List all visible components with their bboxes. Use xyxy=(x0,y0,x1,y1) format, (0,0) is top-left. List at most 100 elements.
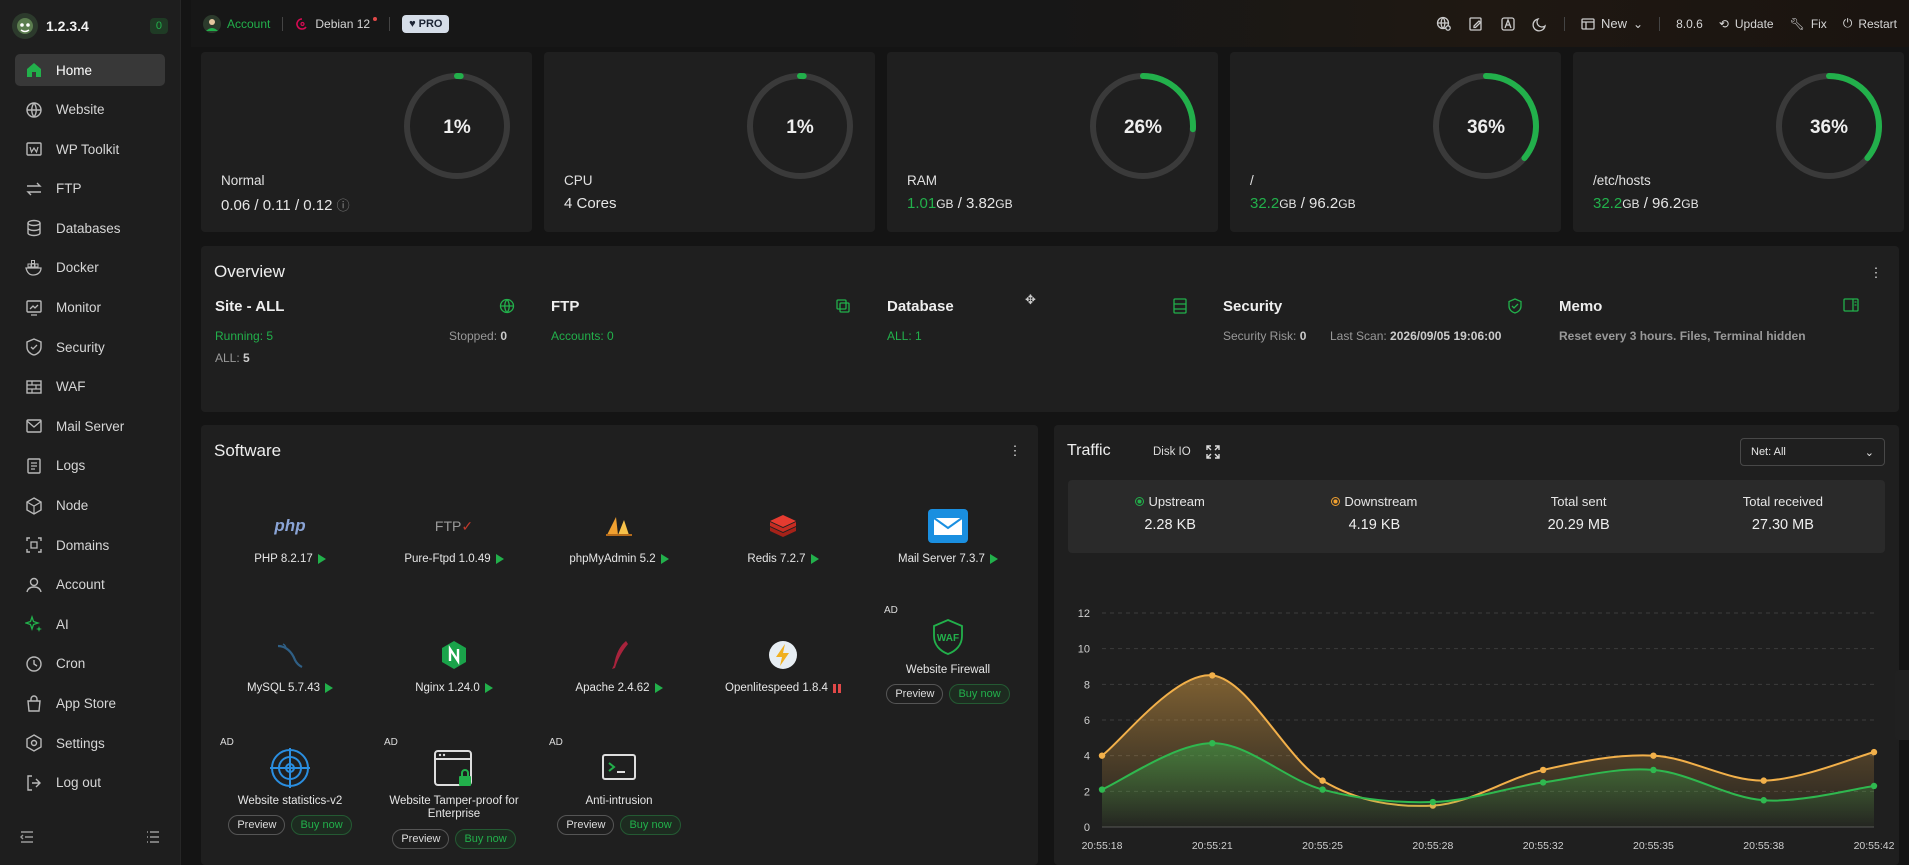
disk-io-tab[interactable]: Disk IO xyxy=(1153,446,1191,458)
memo-summary[interactable]: Memo Reset every 3 hours. Files, Termina… xyxy=(1559,298,1869,378)
net-select[interactable]: Net: All ⌄ xyxy=(1740,438,1885,466)
stat-card[interactable]: 1% CPU 4 Cores xyxy=(544,52,875,232)
data-point[interactable] xyxy=(1650,766,1657,774)
software-mail-server[interactable]: Mail Server 7.3.7 xyxy=(873,503,1023,565)
software-openlitespeed[interactable]: Openlitespeed 1.8.4 xyxy=(708,632,858,694)
preview-button[interactable]: Preview xyxy=(557,815,615,835)
preview-button[interactable]: Preview xyxy=(886,684,944,704)
buy-now-button[interactable]: Buy now xyxy=(949,684,1010,704)
data-point[interactable] xyxy=(1098,752,1106,759)
ad-anti-intrusion[interactable]: Anti-intrusion Preview Buy now xyxy=(544,745,694,835)
play-icon[interactable] xyxy=(660,554,669,564)
play-icon[interactable] xyxy=(654,683,663,693)
data-point[interactable] xyxy=(1209,739,1216,747)
play-icon[interactable] xyxy=(325,683,334,693)
data-point[interactable] xyxy=(1539,766,1547,774)
play-icon[interactable] xyxy=(495,554,504,564)
sidebar-item-settings[interactable]: Settings xyxy=(15,727,165,759)
more-options-icon[interactable]: ⋮ xyxy=(1869,265,1883,280)
software-pure-ftpd[interactable]: FTP✓ Pure-Ftpd 1.0.49 xyxy=(379,503,529,565)
data-point[interactable] xyxy=(1650,752,1657,759)
buy-now-button[interactable]: Buy now xyxy=(620,815,681,835)
site-summary[interactable]: Site - ALL Running: 5 Stopped: 0 ALL: 5 xyxy=(215,298,525,378)
data-point[interactable] xyxy=(1209,672,1216,679)
fix-button[interactable]: 🔧︎ Fix xyxy=(1790,17,1827,31)
menu-list-icon[interactable] xyxy=(146,830,160,847)
software-apache[interactable]: Apache 2.4.62 xyxy=(544,632,694,694)
database-icon xyxy=(1173,298,1187,317)
buy-now-button[interactable]: Buy now xyxy=(291,815,352,835)
sidebar-item-ftp[interactable]: FTP xyxy=(15,173,165,205)
security-summary[interactable]: Security Security Risk: 0 Last Scan: 202… xyxy=(1223,298,1533,378)
sidebar-item-node[interactable]: Node xyxy=(15,490,165,522)
ftp-summary[interactable]: FTP Accounts: 0 xyxy=(551,298,861,378)
stat-card[interactable]: 1% Normal 0.06 / 0.11 / 0.12 ⓘ xyxy=(201,52,532,232)
stat-card[interactable]: 36%/32.2GB / 96.2GB xyxy=(1230,52,1561,232)
software-mysql[interactable]: MySQL 5.7.43 xyxy=(215,632,365,694)
ad-website-tamper-proof[interactable]: Website Tamper-proof for Enterprise Prev… xyxy=(379,745,529,849)
sidebar-item-website[interactable]: Website xyxy=(15,94,165,126)
help-icon[interactable]: ⓘ xyxy=(336,198,350,213)
data-point[interactable] xyxy=(1429,798,1437,806)
sidebar-item-label: Website xyxy=(56,102,105,118)
software-php[interactable]: php PHP 8.2.17 xyxy=(215,503,365,565)
sidebar-item-app-store[interactable]: App Store xyxy=(15,688,165,720)
data-point[interactable] xyxy=(1760,777,1767,784)
sidebar-item-ai[interactable]: AI xyxy=(15,608,165,640)
preview-button[interactable]: Preview xyxy=(392,829,450,849)
more-options-icon[interactable]: ⋮ xyxy=(1008,443,1022,458)
data-point[interactable] xyxy=(1870,782,1878,790)
os-indicator[interactable]: Debian 12 xyxy=(295,16,378,31)
data-point[interactable] xyxy=(1319,777,1326,784)
divider xyxy=(1564,16,1566,31)
edit-icon[interactable] xyxy=(1468,16,1484,32)
database-summary[interactable]: Database ALL: 1 ✥ xyxy=(887,292,1197,378)
notification-badge[interactable]: 0 xyxy=(149,18,168,34)
data-point[interactable] xyxy=(1539,779,1547,786)
pro-badge[interactable]: ♥ PRO xyxy=(402,14,450,33)
collapse-sidebar-icon[interactable] xyxy=(20,830,34,847)
data-point[interactable] xyxy=(1098,786,1106,793)
expand-icon[interactable] xyxy=(1206,445,1220,462)
account-link[interactable]: Account xyxy=(203,14,270,33)
stat-card[interactable]: 36%/etc/hosts 32.2GB / 96.2GB xyxy=(1573,52,1904,232)
sidebar-item-account[interactable]: Account xyxy=(15,569,165,601)
sidebar-item-wp-toolkit[interactable]: WP Toolkit xyxy=(15,133,165,165)
data-point[interactable] xyxy=(1319,786,1326,793)
new-menu[interactable]: New ⌄ xyxy=(1581,16,1643,31)
restart-button[interactable]: ⏻ Restart xyxy=(1843,16,1897,31)
sidebar-item-waf[interactable]: WAF xyxy=(15,371,165,403)
update-button[interactable]: ⟲ Update xyxy=(1719,17,1774,31)
sidebar-item-logs[interactable]: Logs xyxy=(15,450,165,482)
sidebar-item-domains[interactable]: Domains xyxy=(15,529,165,561)
stat-card[interactable]: 26% RAM 1.01GB / 3.82GB xyxy=(887,52,1218,232)
pause-icon[interactable] xyxy=(832,683,841,693)
traffic-tab[interactable]: Traffic xyxy=(1067,442,1111,459)
software-nginx[interactable]: Nginx 1.24.0 xyxy=(379,632,529,694)
side-dock[interactable] xyxy=(1895,670,1909,740)
software-redis[interactable]: Redis 7.2.7 xyxy=(708,503,858,565)
sidebar-item-databases[interactable]: Databases xyxy=(15,212,165,244)
sidebar-item-monitor[interactable]: Monitor xyxy=(15,292,165,324)
play-icon[interactable] xyxy=(810,554,819,564)
sidebar-item-docker[interactable]: Docker xyxy=(15,252,165,284)
sidebar-item-cron[interactable]: Cron xyxy=(15,648,165,680)
ad-website-statistics[interactable]: Website statistics-v2 Preview Buy now xyxy=(215,745,365,835)
globe-search-icon[interactable] xyxy=(1436,16,1452,32)
play-icon[interactable] xyxy=(317,554,326,564)
stat-value: 4.19 KB xyxy=(1348,517,1401,533)
sidebar-item-mail-server[interactable]: Mail Server xyxy=(15,410,165,442)
play-icon[interactable] xyxy=(989,554,998,564)
data-point[interactable] xyxy=(1870,748,1878,756)
ad-website-firewall[interactable]: WAF Website Firewall Preview Buy now xyxy=(873,614,1023,704)
play-icon[interactable] xyxy=(484,683,493,693)
translate-icon[interactable] xyxy=(1500,16,1516,32)
preview-button[interactable]: Preview xyxy=(228,815,286,835)
sidebar-item-home[interactable]: Home xyxy=(15,54,165,86)
data-point[interactable] xyxy=(1760,797,1767,804)
buy-now-button[interactable]: Buy now xyxy=(455,829,516,849)
theme-moon-icon[interactable] xyxy=(1532,16,1548,32)
sidebar-item-log-out[interactable]: Log out xyxy=(15,767,165,799)
sidebar-item-security[interactable]: Security xyxy=(15,331,165,363)
software-phpmyadmin[interactable]: phpMyAdmin 5.2 xyxy=(544,503,694,565)
